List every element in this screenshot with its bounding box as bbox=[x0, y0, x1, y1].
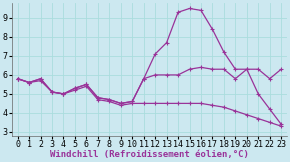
X-axis label: Windchill (Refroidissement éolien,°C): Windchill (Refroidissement éolien,°C) bbox=[50, 150, 249, 159]
